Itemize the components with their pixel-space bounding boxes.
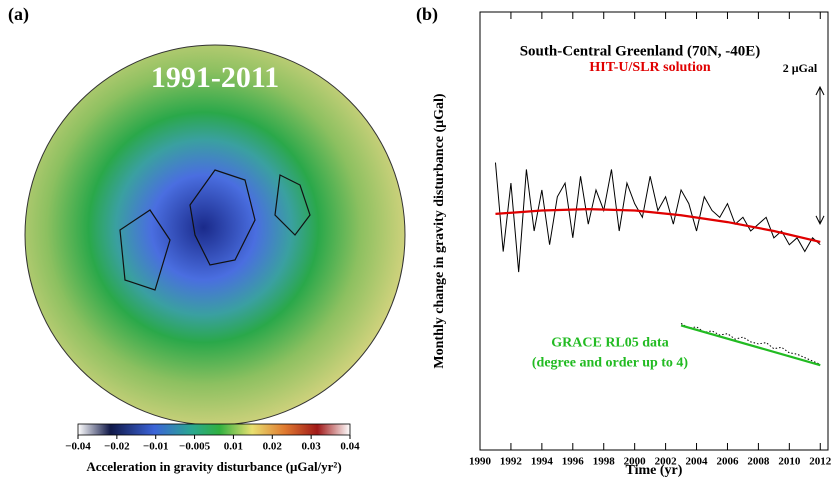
x-tick-label: 1996: [562, 456, 585, 468]
x-tick-label: 1992: [500, 456, 523, 468]
map-title: 1991-2011: [151, 61, 279, 94]
series-label: GRACE RL05 data: [551, 336, 668, 351]
chart-title: South-Central Greenland (70N, -40E): [520, 43, 761, 59]
x-tick-label: 1994: [531, 456, 554, 468]
colorbar-tick-label: 0.01: [224, 441, 243, 453]
arrow-head: [815, 85, 825, 225]
data-line: [494, 162, 821, 273]
x-tick-label: 2012: [809, 456, 832, 468]
x-tick-label: 1990: [469, 456, 492, 468]
series-label: (degree and order up to 4): [532, 356, 689, 371]
plot-frame: [479, 11, 829, 451]
panel-label: (b): [416, 4, 438, 25]
data-line: [680, 322, 821, 365]
coastline: [119, 169, 311, 291]
colorbar-label: Acceleration in gravity disturbance (μGa…: [86, 459, 341, 474]
x-tick-label: 2004: [686, 456, 709, 468]
x-tick-label: 2006: [716, 456, 739, 468]
x-tick-label: 1998: [593, 456, 616, 468]
x-tick-label: 2010: [778, 456, 801, 468]
colorbar-tick-label: 0.04: [340, 441, 360, 453]
colorbar-tick-label: 0.02: [263, 441, 283, 453]
panel-label: (a): [8, 4, 29, 25]
colorbar-tick-label: −0.01: [143, 441, 169, 453]
scale-bar-label: 2 μGal: [783, 61, 818, 75]
series-label: HIT-U/SLR solution: [589, 60, 710, 75]
x-tick-label: 2002: [655, 456, 678, 468]
fit-line: [680, 324, 821, 367]
x-tick-label: 2008: [747, 456, 770, 468]
x-axis-label: Time (yr): [626, 463, 683, 478]
colorbar: [77, 423, 351, 436]
y-axis-label: Monthly change in gravity disturbance (μ…: [432, 93, 447, 368]
fit-line: [495, 207, 821, 244]
colorbar-tick-label: 0.03: [302, 441, 322, 453]
x-tick-label: 2000: [624, 456, 647, 468]
colorbar-tick-label: −0.005: [179, 441, 211, 453]
map-disc: [24, 44, 406, 426]
colorbar-tick-label: −0.04: [65, 441, 91, 453]
colorbar-tick-label: −0.02: [104, 441, 130, 453]
